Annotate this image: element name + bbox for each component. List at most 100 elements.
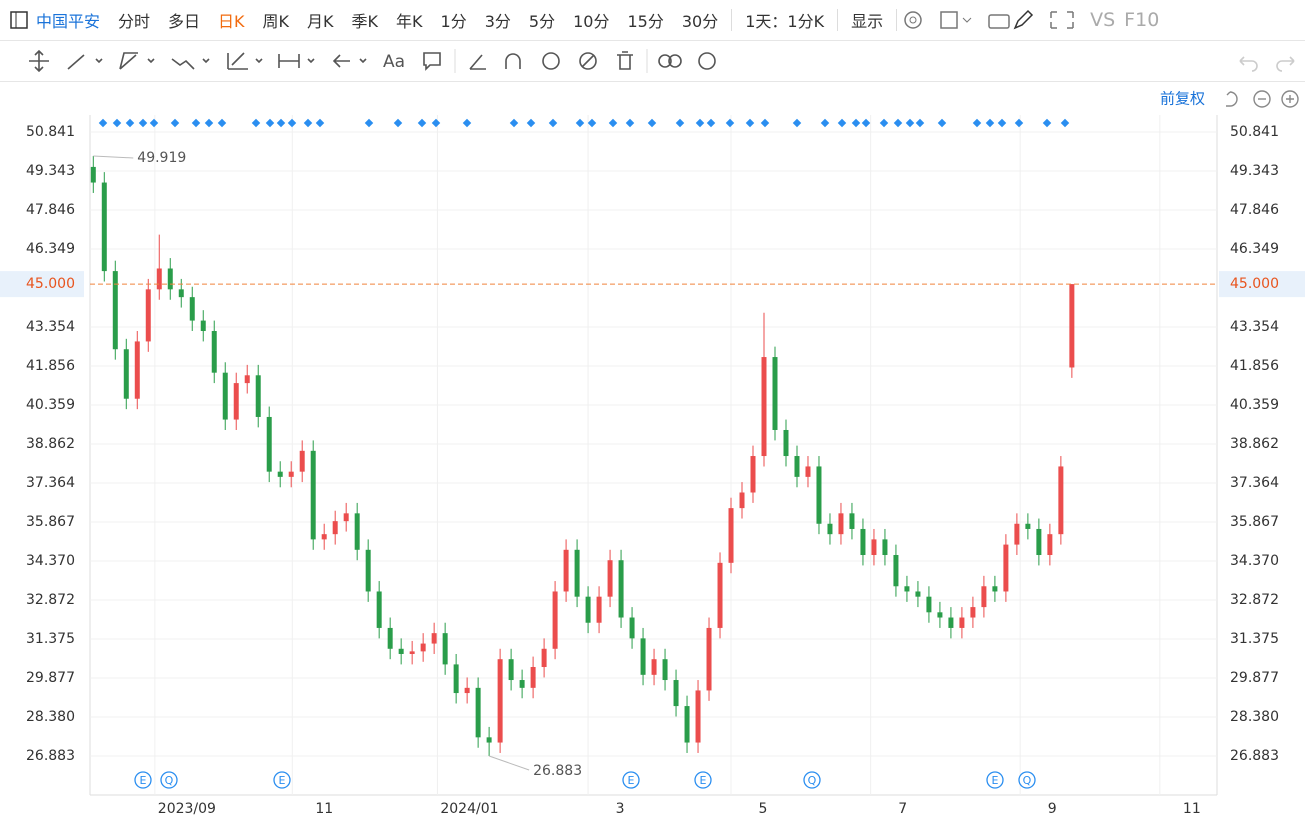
display-menu[interactable]: 显示	[851, 12, 884, 31]
event-dot	[417, 118, 427, 128]
low-marker-line	[488, 755, 530, 771]
event-dot	[851, 118, 861, 128]
candle-body	[783, 429, 789, 457]
event-dot	[675, 118, 685, 128]
candle-body	[112, 271, 118, 350]
event-dot	[937, 118, 947, 128]
candle-body	[574, 549, 580, 597]
stock-name[interactable]: 中国平安	[36, 12, 101, 31]
y-tick-label: 40.359	[1230, 397, 1279, 413]
candle-body	[629, 617, 635, 639]
candle-body	[596, 596, 602, 623]
y-tick-label: 37.364	[26, 475, 75, 491]
candle-body	[805, 466, 811, 477]
candle-body	[915, 591, 921, 597]
y-tick-label: 32.872	[26, 592, 75, 608]
candle-body	[134, 341, 140, 399]
candle-body	[761, 357, 767, 457]
candle-body	[607, 560, 613, 597]
candle-body	[838, 513, 844, 535]
separator	[837, 9, 839, 31]
x-tick-label: 9	[1048, 801, 1057, 817]
y-tick-label: 35.867	[26, 514, 75, 530]
period[interactable]: 分时	[118, 12, 151, 31]
y-tick-label: 34.370	[1230, 553, 1279, 569]
candle-body	[1069, 284, 1075, 368]
drawing-tools[interactable]: Aa	[0, 41, 1305, 81]
period[interactable]: 3分	[484, 12, 511, 31]
event-icon[interactable]: E	[622, 771, 640, 789]
period[interactable]: 10分	[573, 12, 610, 31]
zoom-icons[interactable]	[1226, 90, 1299, 108]
y-tick-label: 43.354	[26, 319, 75, 335]
event-icon[interactable]: Q	[160, 771, 178, 789]
candle-body	[475, 687, 481, 738]
tool-icons[interactable]	[901, 8, 1011, 32]
candle-body	[728, 508, 734, 563]
period[interactable]: 5分	[528, 12, 556, 31]
y-tick-label: 29.877	[1230, 670, 1279, 686]
last-price-box	[0, 271, 84, 298]
drawing-toolbar: Aa	[0, 41, 1305, 82]
candle-body	[189, 297, 195, 321]
event-icon[interactable]: E	[273, 771, 291, 789]
period-select[interactable]: 1天：1分K	[745, 12, 825, 31]
y-tick-label: 38.862	[1230, 436, 1279, 452]
event-label: Q	[165, 774, 174, 787]
period[interactable]: 日K	[218, 12, 245, 31]
event-dot	[1042, 118, 1052, 128]
y-tick-label: 43.354	[1230, 319, 1279, 335]
candle-body	[266, 416, 272, 472]
event-dot	[149, 118, 159, 128]
edit-icons[interactable]	[1011, 8, 1081, 32]
event-dot	[706, 118, 716, 128]
candle-body	[651, 659, 657, 675]
y-tick-label: 41.856	[1230, 358, 1279, 374]
period[interactable]: 周K	[262, 12, 290, 31]
period[interactable]: 季K	[351, 12, 379, 31]
event-dot	[526, 118, 536, 128]
period[interactable]: 30分	[681, 12, 719, 31]
candle-body	[673, 680, 679, 707]
menu-icon[interactable]	[8, 8, 32, 32]
event-dot	[191, 118, 201, 128]
event-dot	[431, 118, 441, 128]
y-tick-label: 37.364	[1230, 475, 1279, 491]
candle-body	[926, 596, 932, 613]
period[interactable]: 月K	[307, 12, 334, 31]
event-icon[interactable]: Q	[803, 771, 821, 789]
adjust-mode[interactable]: 前复权	[1160, 90, 1205, 108]
event-label: E	[700, 774, 707, 787]
event-dot	[972, 118, 982, 128]
event-icon[interactable]: E	[694, 771, 712, 789]
period[interactable]: 年K	[396, 12, 423, 31]
event-circle	[273, 771, 291, 789]
y-tick-label: 31.375	[1230, 631, 1279, 647]
event-dot	[915, 118, 925, 128]
period[interactable]: 多日	[168, 12, 201, 31]
candle-body	[904, 586, 910, 592]
event-dot	[837, 118, 847, 128]
f10[interactable]: F10	[1124, 9, 1160, 31]
compare[interactable]: VS	[1090, 9, 1116, 31]
event-dot	[695, 118, 705, 128]
event-icon[interactable]: E	[986, 771, 1004, 789]
event-dot	[861, 118, 871, 128]
candle-body	[937, 612, 943, 618]
candle-body	[640, 638, 646, 675]
y-tick-label: 46.349	[1230, 241, 1279, 257]
font-tool[interactable]: Aa	[383, 52, 405, 72]
event-dot	[745, 118, 755, 128]
event-circle	[622, 771, 640, 789]
candle-body	[442, 633, 448, 665]
event-icon[interactable]: E	[134, 771, 152, 789]
period[interactable]: 1分	[440, 12, 467, 31]
event-dot	[98, 118, 108, 128]
event-icon[interactable]: Q	[1018, 771, 1036, 789]
candle-body	[288, 471, 294, 477]
event-dot	[204, 118, 214, 128]
event-dot	[893, 118, 903, 128]
y-tick-label: 35.867	[1230, 514, 1279, 530]
period[interactable]: 15分	[627, 12, 664, 31]
candle-body	[992, 586, 998, 592]
